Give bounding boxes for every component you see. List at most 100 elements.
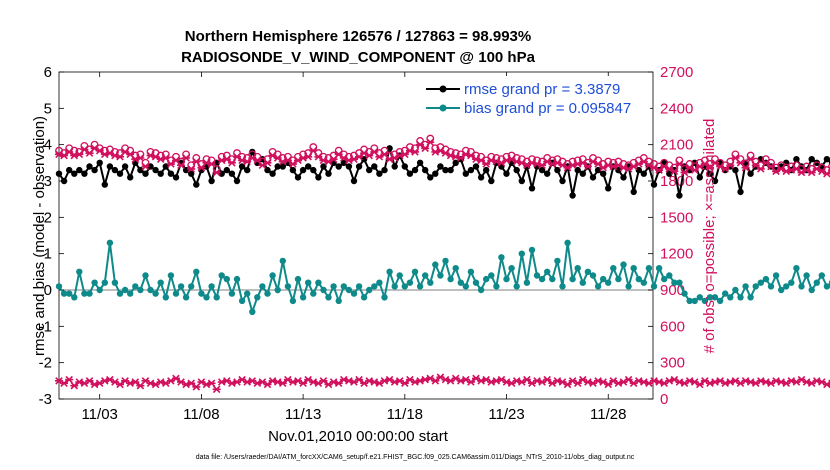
data-point-bias (172, 290, 180, 297)
y-tick-label-left: 1 (44, 246, 52, 263)
data-point-rmse (147, 163, 154, 170)
data-point-rmse (416, 159, 424, 166)
data-point-bias (818, 272, 825, 279)
data-point-bias (396, 272, 403, 279)
data-point-rmse (676, 192, 683, 199)
chart-title-line1: Northern Hemisphere 126576 / 127863 = 98… (185, 28, 531, 45)
data-point-bias (127, 290, 134, 297)
obs-assimilated-marker (177, 161, 186, 170)
data-point-bias (533, 272, 541, 279)
data-point-bias (589, 272, 597, 279)
data-point-rmse (620, 174, 627, 181)
obs-assimilated-marker (309, 146, 318, 155)
obs-assimilated-marker (192, 157, 201, 166)
data-point-rmse (391, 163, 398, 170)
data-point-bias (111, 279, 119, 286)
data-point-bias (376, 279, 383, 286)
data-point-bias (254, 294, 261, 301)
data-point-bias (427, 279, 434, 286)
obs-assimilated-marker (136, 154, 145, 162)
data-point-bias (798, 283, 805, 290)
y-axis-label: rmse and bias (model - observation) (31, 116, 48, 356)
obs-assimilated-marker (426, 138, 435, 147)
obs-assimilated-marker (232, 153, 241, 161)
data-point-bias (305, 279, 312, 286)
obs-assimilated-marker (60, 379, 69, 388)
data-point-bias (711, 294, 719, 301)
data-point-bias (447, 275, 454, 283)
data-point-rmse (152, 166, 159, 174)
y-tick-label-right: 0 (660, 391, 668, 408)
data-point-rmse (142, 170, 149, 177)
obs-assimilated-marker (400, 379, 409, 388)
data-point-rmse (325, 170, 332, 177)
data-point-rmse (269, 170, 276, 177)
obs-assimilated-marker (207, 379, 216, 388)
data-point-bias (732, 286, 739, 294)
data-point-rmse (401, 163, 408, 170)
series-3-assimilated (55, 138, 830, 178)
data-point-bias (101, 279, 109, 286)
x-axis: 11/03 11/08 11/13 11/18 11/23 11/28 (81, 72, 626, 423)
data-point-rmse (503, 170, 510, 177)
data-point-bias (772, 272, 780, 279)
data-point-bias (330, 283, 337, 290)
data-point-rmse (71, 170, 78, 177)
data-point-rmse (823, 156, 830, 163)
data-point-bias (264, 290, 271, 297)
data-point-rmse (793, 156, 800, 163)
legend-rmse-label: rmse grand pr = 3.3879 (464, 81, 620, 98)
data-point-rmse (127, 174, 134, 181)
data-point-rmse (579, 170, 586, 177)
obs-assimilated-marker (604, 380, 613, 389)
data-point-rmse (594, 166, 602, 174)
obs-assimilated-marker (187, 165, 196, 173)
data-point-bias (615, 275, 622, 283)
data-point-rmse (193, 181, 200, 188)
data-point-bias (188, 283, 195, 290)
data-point-bias (81, 290, 88, 297)
legend-box (424, 76, 650, 118)
y-tick-label-right: 2100 (660, 137, 693, 154)
data-point-rmse (452, 159, 459, 166)
data-point-bias (55, 283, 63, 290)
data-point-bias (783, 283, 790, 290)
obs-assimilated-marker (273, 154, 282, 162)
data-point-bias (228, 290, 236, 297)
data-point-bias (518, 250, 525, 257)
y-axis-right-label: # of obs: o=possible; ×=assimilated (701, 119, 718, 354)
data-point-bias (386, 268, 393, 275)
obs-assimilated-marker (161, 154, 170, 162)
data-point-bias (315, 279, 322, 286)
legend: rmse grand pr = 3.3879 bias grand pr = 0… (424, 76, 650, 118)
y-tick-label-right: 300 (660, 355, 685, 372)
data-point-rmse (442, 166, 449, 174)
data-point-bias (600, 275, 607, 283)
data-point-bias (762, 275, 770, 283)
data-point-bias (462, 283, 469, 290)
x-tick-label: 11/18 (387, 406, 423, 423)
obs-assimilated-marker (721, 165, 730, 173)
series-4-bottom (55, 373, 830, 394)
data-point-rmse (411, 166, 419, 174)
data-point-bias (513, 283, 520, 290)
obs-assimilated-marker (466, 378, 475, 386)
obs-assimilated-marker (365, 151, 374, 160)
data-point-rmse (589, 174, 597, 181)
obs-assimilated-marker (65, 375, 74, 384)
data-point-bias (91, 279, 98, 286)
data-point-bias (788, 279, 795, 286)
obs-assimilated-marker (410, 148, 419, 156)
data-point-rmse (188, 170, 195, 177)
data-point-rmse (350, 177, 358, 185)
data-point-bias (345, 286, 353, 294)
obs-assimilated-marker (675, 160, 684, 168)
data-point-bias (360, 294, 368, 301)
obs-assimilated-marker (756, 165, 765, 173)
obs-possible-marker (828, 163, 830, 170)
data-point-bias (422, 272, 429, 279)
data-point-bias (574, 265, 581, 272)
data-point-bias (223, 275, 230, 283)
data-point-bias (76, 268, 83, 275)
obs-assimilated-marker (431, 377, 440, 385)
